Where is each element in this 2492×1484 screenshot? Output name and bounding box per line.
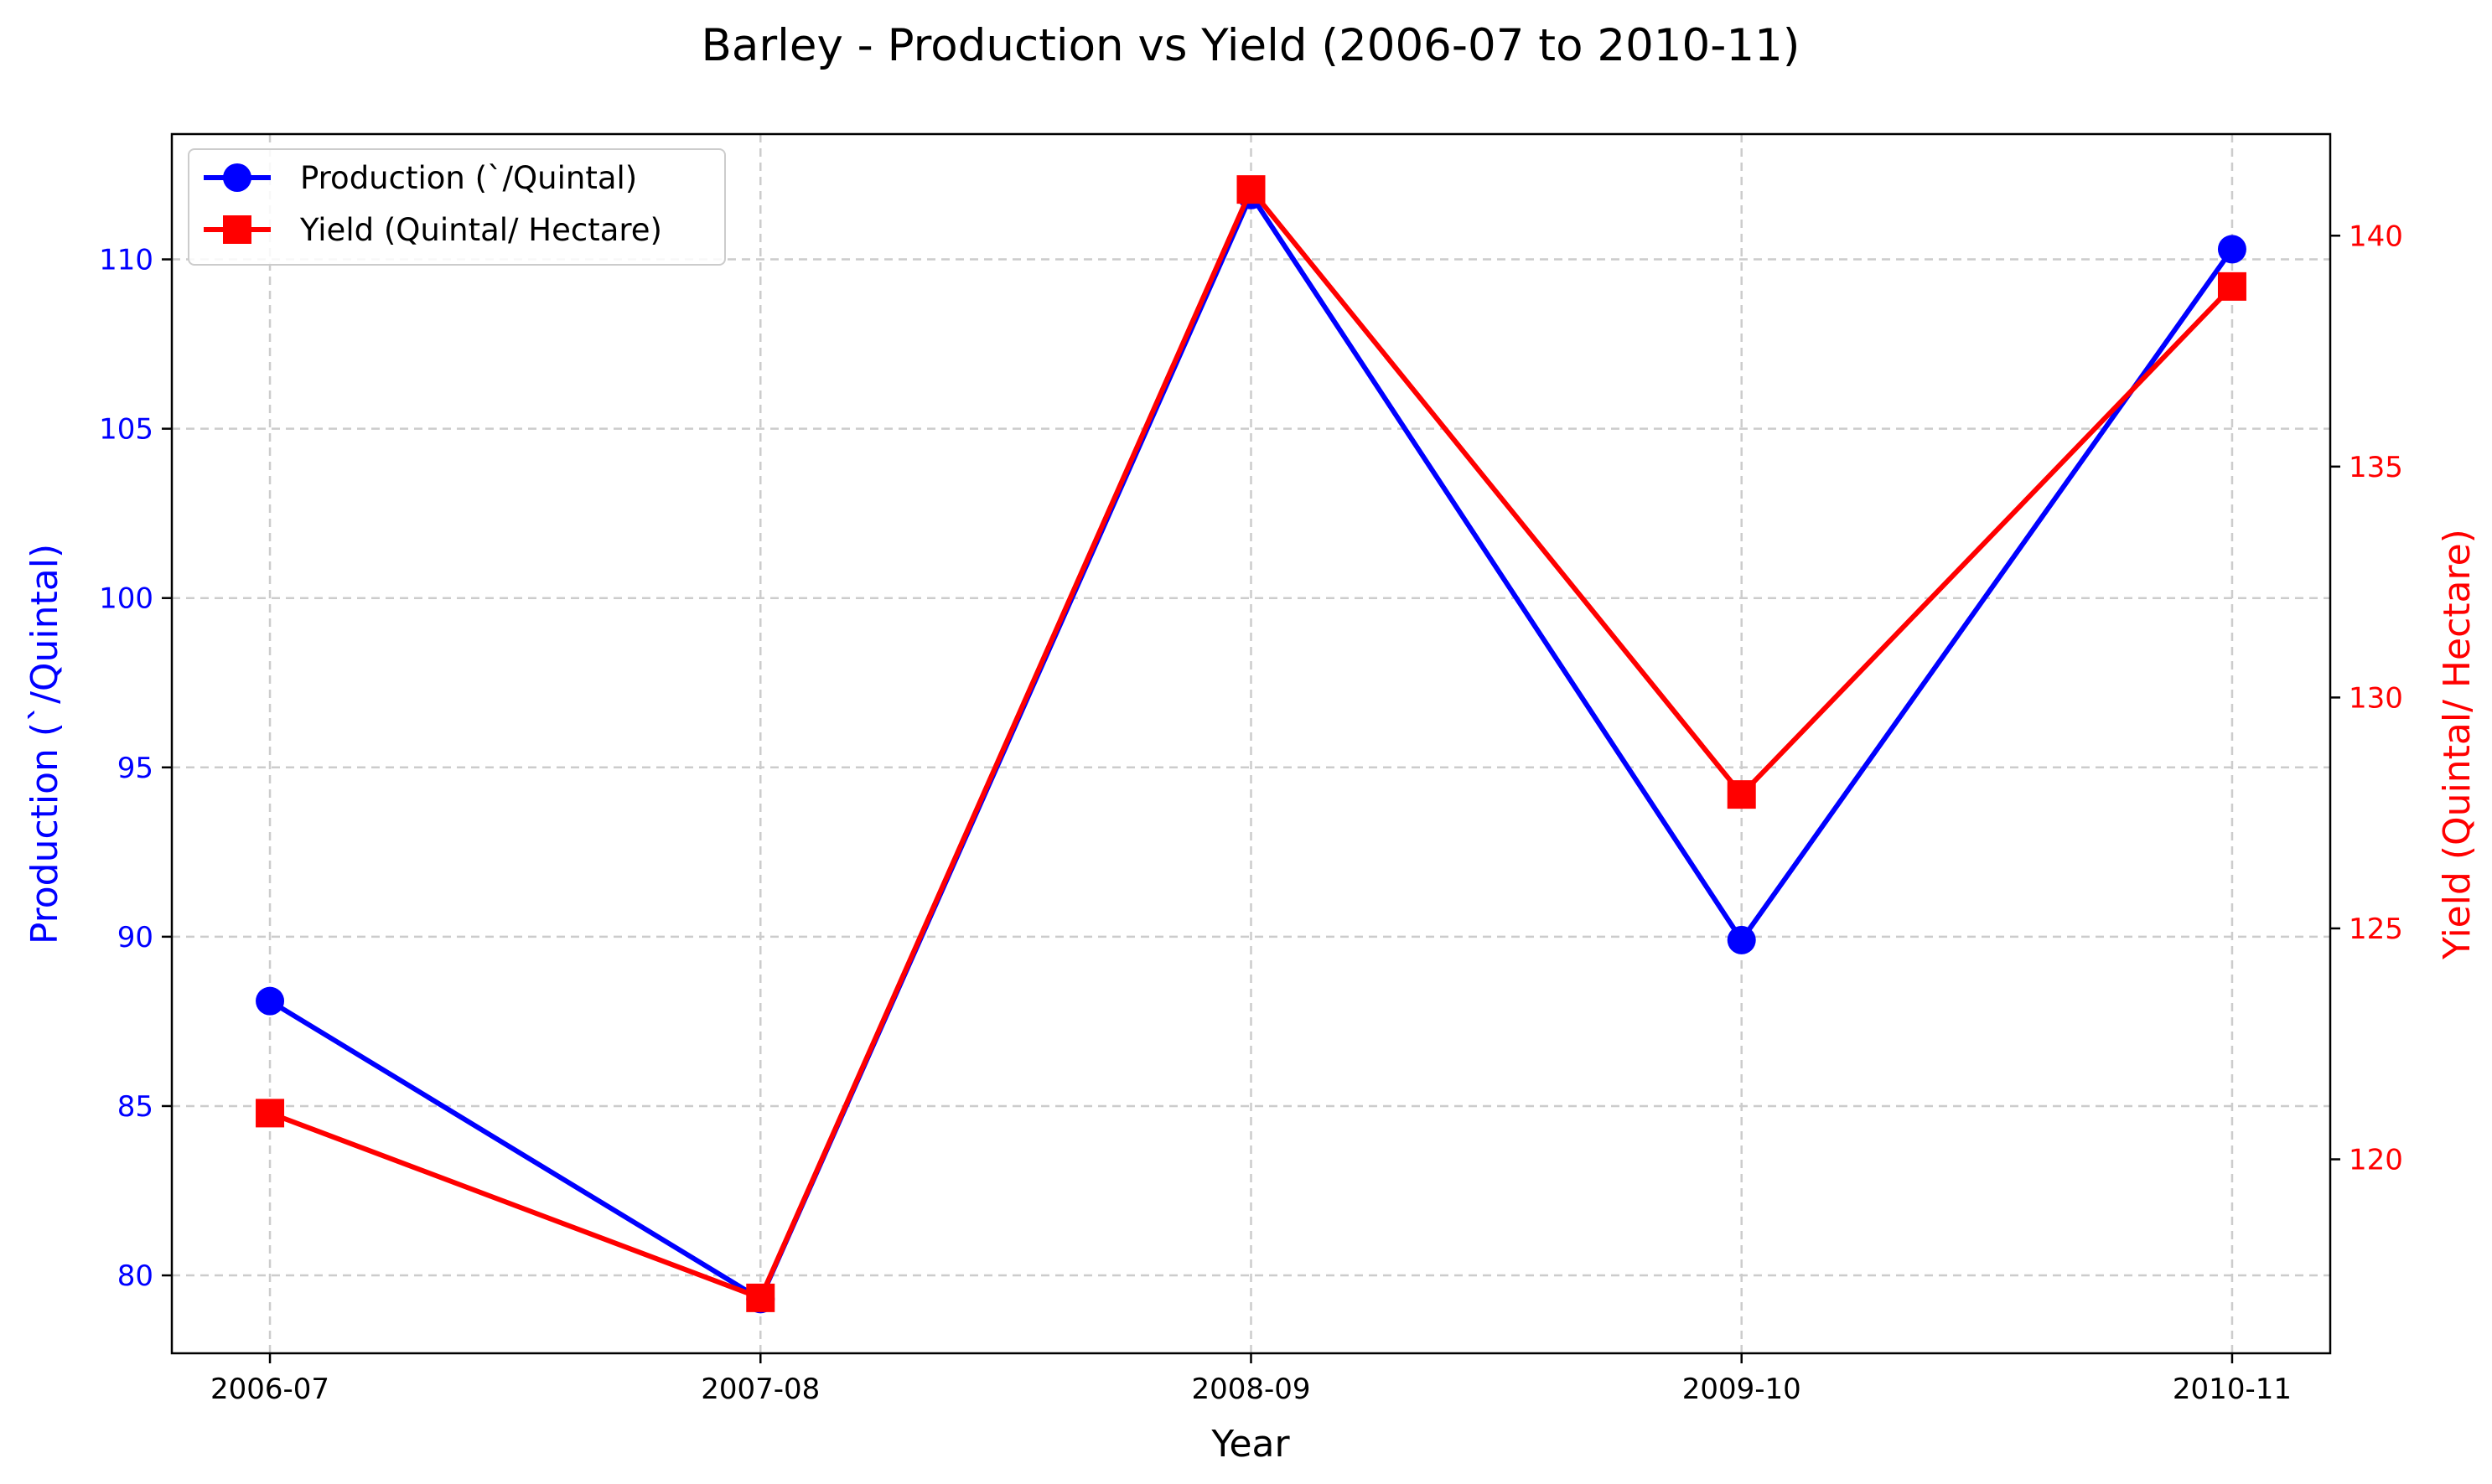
data-point xyxy=(1727,925,1756,954)
x-tick-label: 2009-10 xyxy=(1682,1373,1801,1406)
data-point xyxy=(256,1099,285,1128)
legend-box xyxy=(188,148,726,266)
series-layer xyxy=(256,175,2246,1314)
x-tick-label: 2010-11 xyxy=(2173,1373,2292,1406)
x-tick-label: 2008-09 xyxy=(1191,1373,1310,1406)
y-left-tick-label: 80 xyxy=(117,1259,153,1293)
x-tick-label: 2007-08 xyxy=(701,1373,820,1406)
grid-layer xyxy=(172,134,2330,1353)
data-point xyxy=(256,986,285,1016)
y-left-tick-label: 90 xyxy=(117,921,153,954)
legend-swatch-marker xyxy=(223,215,251,244)
y-left-tick-label: 105 xyxy=(99,413,153,447)
data-point xyxy=(2217,271,2246,301)
y-left-tick-label: 100 xyxy=(99,582,153,616)
legend: Production (`/Quintal) Yield (Quintal/ He… xyxy=(188,148,726,266)
legend-item: Production (`/Quintal) xyxy=(204,160,637,196)
y-right-tick-label: 130 xyxy=(2349,681,2403,715)
x-tick-label: 2006-07 xyxy=(210,1373,329,1406)
plot-frame xyxy=(170,132,2332,1355)
y-left-tick-label: 95 xyxy=(117,752,153,785)
x-axis-title: Year xyxy=(1210,1423,1290,1466)
data-point xyxy=(2217,235,2246,264)
y-right-tick-label: 135 xyxy=(2349,451,2403,484)
y-right-tick-label: 140 xyxy=(2349,220,2403,253)
y-left-tick-label: 85 xyxy=(117,1090,153,1124)
legend-items: Production (`/Quintal) Yield (Quintal/ He… xyxy=(204,160,662,248)
axis-layer: 2006-07 2007-08 2008-09 2009-10 2010-11 80 85 9… xyxy=(99,220,2403,1406)
y-left-tick-label: 110 xyxy=(99,244,153,277)
chart-title: Barley - Production vs Yield (2006-07 to… xyxy=(702,20,1800,71)
y-axis-right-title: Yield (Quintal/ Hectare) xyxy=(2436,529,2479,960)
data-point xyxy=(1727,780,1756,809)
legend-swatch-marker xyxy=(223,163,251,192)
data-point xyxy=(746,1283,775,1312)
legend-item: Yield (Quintal/ Hectare) xyxy=(204,212,662,248)
legend-label: Yield (Quintal/ Hectare) xyxy=(299,212,662,248)
y-axis-left-title: Production (`/Quintal) xyxy=(23,544,66,944)
legend-label: Production (`/Quintal) xyxy=(300,160,637,196)
y-right-tick-label: 125 xyxy=(2349,913,2403,946)
data-point xyxy=(1236,175,1266,204)
y-right-tick-label: 120 xyxy=(2349,1144,2403,1177)
series-2 xyxy=(256,175,2246,1312)
